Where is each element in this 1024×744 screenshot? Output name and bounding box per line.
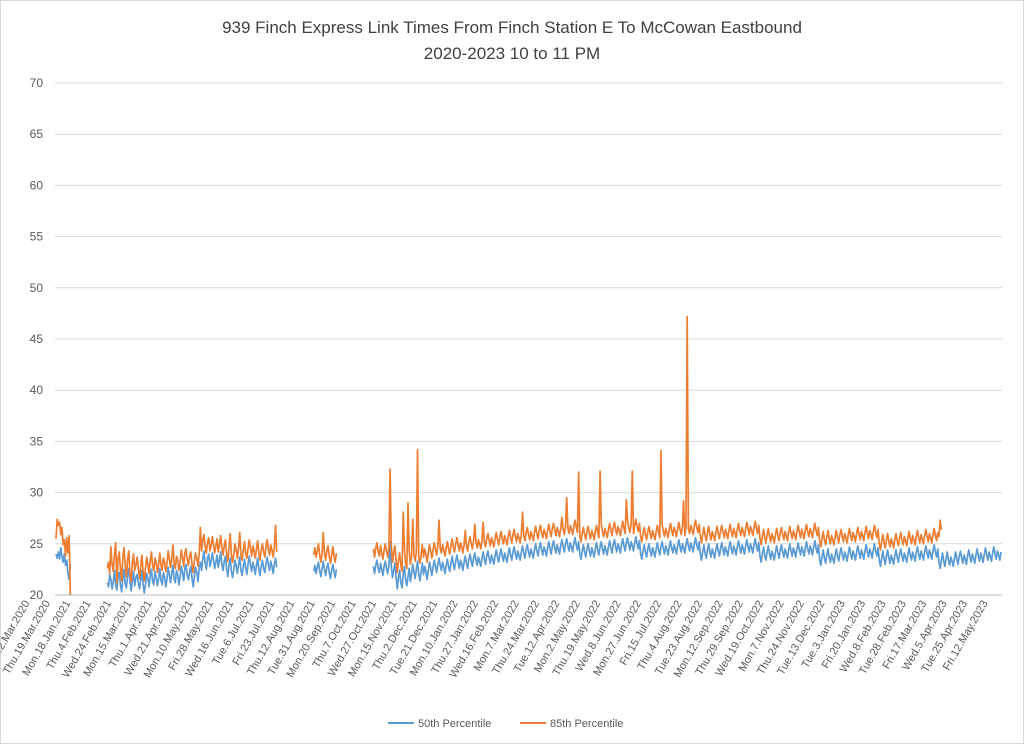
y-tick-label: 70: [30, 76, 44, 90]
series-line-segment: [372, 535, 1002, 590]
y-tick-label: 40: [30, 383, 44, 397]
chart-subtitle: 2020-2023 10 to 11 PM: [424, 44, 600, 63]
series-line-segment: [55, 518, 72, 596]
chart-title: 939 Finch Express Link Times From Finch …: [222, 18, 802, 37]
legend-label: 50th Percentile: [418, 718, 491, 730]
y-tick-label: 60: [30, 178, 44, 192]
series-line-segment: [312, 531, 338, 565]
x-axis-ticks: Mon.2.Mar.2020Thu.19.Mar.2020Mon.18.Jan.…: [0, 598, 991, 680]
y-tick-label: 20: [30, 588, 44, 602]
series-line-segment: [106, 550, 278, 594]
gridlines: [55, 82, 1002, 596]
series-line-segment: [55, 547, 72, 581]
y-tick-label: 30: [30, 486, 44, 500]
y-tick-label: 35: [30, 434, 44, 448]
y-axis-ticks: 20 25 30 35 40 45 50 55 60 65 70: [30, 76, 44, 602]
series-p50: [55, 535, 1002, 594]
legend-label: 85th Percentile: [550, 718, 623, 730]
series-line-segment: [106, 524, 278, 584]
y-tick-label: 45: [30, 332, 44, 346]
y-tick-label: 65: [30, 127, 44, 141]
series-line-segment: [372, 315, 943, 574]
series-p85: [55, 315, 943, 596]
series-line-segment: [312, 560, 338, 580]
y-tick-label: 55: [30, 230, 44, 244]
y-tick-label: 50: [30, 281, 44, 295]
y-tick-label: 25: [30, 537, 44, 551]
series-lines: [55, 315, 1002, 596]
legend: 50th Percentile 85th Percentile: [388, 718, 623, 730]
